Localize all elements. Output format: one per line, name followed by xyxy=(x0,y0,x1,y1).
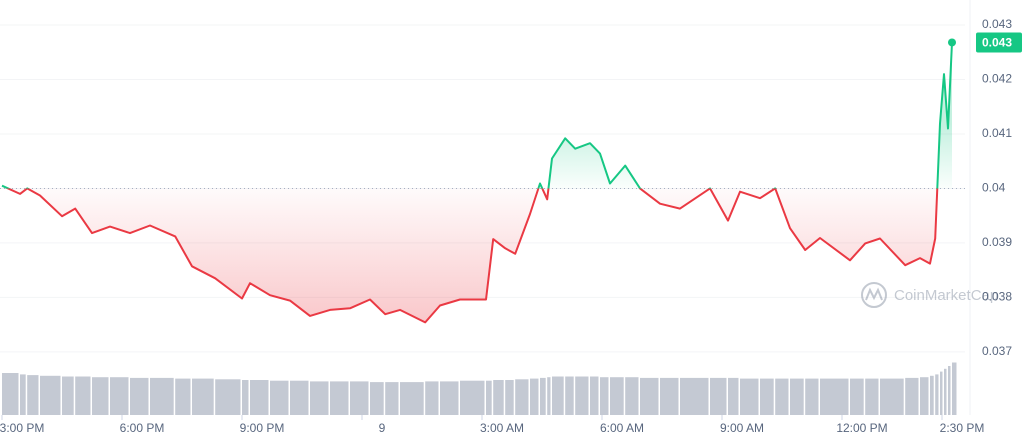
volume-bar xyxy=(486,380,492,415)
x-tick-label: 12:00 PM xyxy=(836,421,887,435)
volume-bar xyxy=(20,374,26,415)
volume-bar xyxy=(540,377,546,415)
volume-bar xyxy=(930,375,934,415)
volume-bar xyxy=(590,376,599,415)
volume-bar xyxy=(215,379,241,415)
x-tick-label: 6:00 AM xyxy=(600,421,644,435)
last-point xyxy=(948,38,956,47)
watermark: CoinMarketCap xyxy=(861,282,998,308)
volume-bar xyxy=(27,375,39,415)
volume-bar xyxy=(40,375,61,415)
area-down xyxy=(8,188,938,323)
volume-bar xyxy=(565,376,574,415)
price-line xyxy=(1,42,953,324)
volume-bar xyxy=(710,377,727,415)
volume-bar xyxy=(92,377,109,415)
y-tick-label: 0.037 xyxy=(982,344,1012,358)
volume-bar xyxy=(640,377,659,415)
volume-bar xyxy=(940,371,943,415)
volume-bar xyxy=(760,378,774,415)
x-tick-label: 2:30 PM xyxy=(940,421,985,435)
volume-bar xyxy=(75,376,91,415)
volume-bar xyxy=(370,382,384,415)
volume-bar xyxy=(600,377,609,415)
price-badge xyxy=(976,32,1022,53)
x-tick-label: 3:00 AM xyxy=(480,421,524,435)
volume-bar xyxy=(270,380,289,415)
volume-bar xyxy=(530,378,539,415)
volume-bar xyxy=(850,378,864,415)
volume-bar xyxy=(547,377,551,415)
x-tick-label: 9:00 PM xyxy=(240,421,285,435)
volume-bar xyxy=(290,380,309,415)
volume-bar xyxy=(493,380,504,415)
volume-bar xyxy=(400,382,424,415)
volume-bar xyxy=(242,380,249,415)
x-tick-label: 6:00 PM xyxy=(120,421,165,435)
volume-bar xyxy=(175,378,191,415)
volume-bar xyxy=(505,380,514,415)
watermark-text: CoinMarketCap xyxy=(894,287,998,304)
volume-bar xyxy=(680,377,709,415)
volume-bar xyxy=(920,377,929,415)
volume-bar xyxy=(610,377,624,415)
volume-bar xyxy=(575,376,589,415)
y-tick-label: 0.038 xyxy=(982,290,1012,304)
volume-bar xyxy=(944,368,947,415)
volume-bar xyxy=(460,380,485,415)
volume-bar xyxy=(425,381,439,415)
volume-bar xyxy=(865,378,879,415)
volume-bar xyxy=(552,376,564,415)
volume-bar xyxy=(728,377,739,415)
volume-bar xyxy=(150,377,174,415)
volume-bar xyxy=(625,377,639,415)
volume-bar xyxy=(880,378,904,415)
volume-bar xyxy=(948,366,951,415)
volume-bar xyxy=(130,377,149,415)
volume-bar xyxy=(790,378,804,415)
volume-bar xyxy=(805,378,819,415)
volume-bar xyxy=(330,381,349,415)
volume-bar xyxy=(775,378,789,415)
volume-bar xyxy=(350,381,369,415)
x-tick-label: 9 xyxy=(379,421,386,435)
volume-bar xyxy=(820,378,849,415)
volume-bar xyxy=(740,378,759,415)
volume-bar xyxy=(192,378,214,415)
y-tick-label: 0.041 xyxy=(982,126,1012,140)
y-tick-label: 0.043 xyxy=(982,17,1012,31)
y-tick-label: 0.04 xyxy=(982,181,1006,195)
y-tick-label: 0.042 xyxy=(982,72,1012,86)
volume-bar xyxy=(310,381,329,415)
volume-bar xyxy=(440,381,459,415)
volume-bar xyxy=(62,376,74,415)
volume-bar xyxy=(935,374,939,415)
volume-bar xyxy=(385,382,399,415)
volume-bar xyxy=(952,362,957,415)
x-tick-label: 9:00 AM xyxy=(720,421,764,435)
volume-bar xyxy=(2,373,19,415)
y-tick-label: 0.039 xyxy=(982,235,1012,249)
volume-bar xyxy=(110,377,129,415)
volume-bar xyxy=(660,377,679,415)
x-tick-label: 3:00 PM xyxy=(0,421,44,435)
volume-bar xyxy=(250,380,269,415)
price-badge-label: 0.043 xyxy=(982,36,1012,50)
volume-bar xyxy=(515,379,529,415)
volume-bar xyxy=(905,377,919,415)
